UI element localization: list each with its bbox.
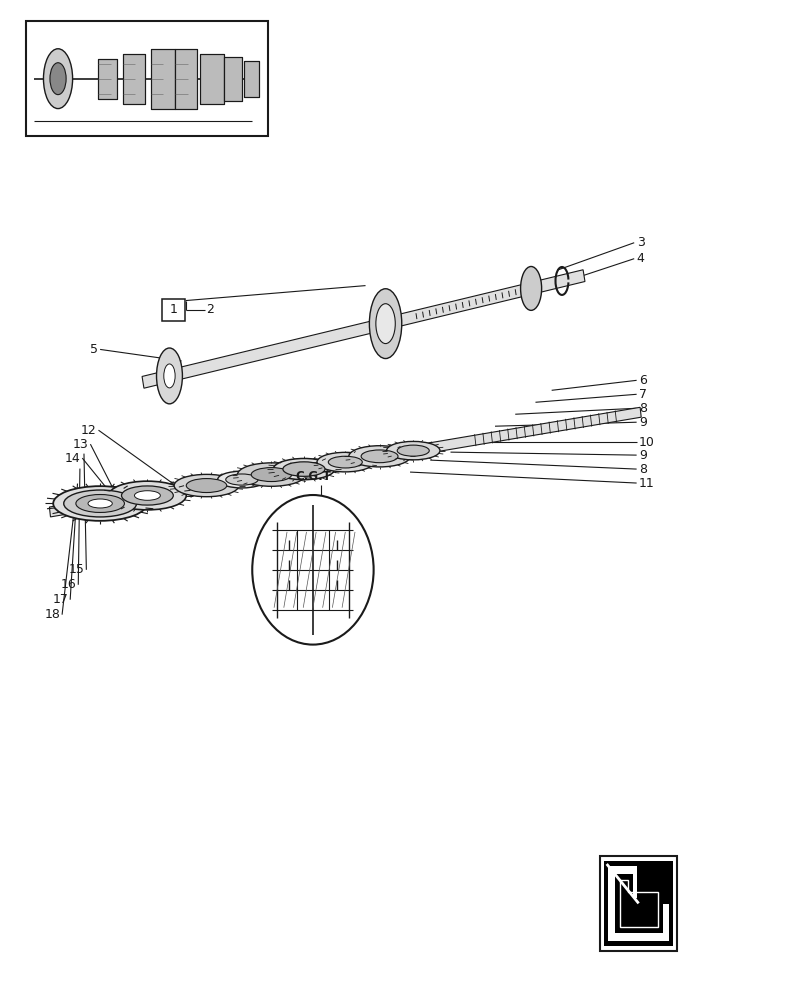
Polygon shape xyxy=(607,866,668,941)
Polygon shape xyxy=(603,861,672,946)
Ellipse shape xyxy=(109,481,186,510)
Ellipse shape xyxy=(316,452,373,472)
Ellipse shape xyxy=(349,446,410,467)
Text: 9: 9 xyxy=(638,449,646,462)
Text: 6: 6 xyxy=(638,374,646,387)
Text: 2: 2 xyxy=(206,303,214,316)
Text: 14: 14 xyxy=(65,452,80,465)
Ellipse shape xyxy=(135,491,160,500)
Text: C.G.T: C.G.T xyxy=(294,470,330,483)
Ellipse shape xyxy=(386,441,440,460)
Ellipse shape xyxy=(122,486,173,505)
Ellipse shape xyxy=(157,348,182,404)
Text: 3: 3 xyxy=(636,236,644,249)
Text: 8: 8 xyxy=(638,402,646,415)
Bar xyxy=(122,54,144,104)
Bar xyxy=(224,57,242,101)
Ellipse shape xyxy=(186,479,226,493)
Ellipse shape xyxy=(397,445,429,456)
Bar xyxy=(26,21,268,136)
Text: 18: 18 xyxy=(45,608,60,621)
Text: 7: 7 xyxy=(638,388,646,401)
Ellipse shape xyxy=(88,499,112,508)
Ellipse shape xyxy=(282,462,324,476)
Bar xyxy=(599,856,676,951)
Text: 8: 8 xyxy=(638,463,646,476)
Ellipse shape xyxy=(251,468,291,482)
Bar xyxy=(151,49,175,109)
Ellipse shape xyxy=(272,458,334,480)
Ellipse shape xyxy=(361,450,397,463)
Bar xyxy=(98,59,117,99)
Circle shape xyxy=(252,495,373,645)
Bar xyxy=(151,49,175,109)
Text: 5: 5 xyxy=(90,343,98,356)
Ellipse shape xyxy=(54,486,147,521)
Bar xyxy=(244,61,259,97)
Bar xyxy=(175,49,197,109)
Polygon shape xyxy=(614,874,662,933)
Ellipse shape xyxy=(44,49,72,109)
Text: 1: 1 xyxy=(169,303,177,316)
Text: 17: 17 xyxy=(53,593,68,606)
Text: 15: 15 xyxy=(69,563,84,576)
Bar xyxy=(122,54,144,104)
Polygon shape xyxy=(49,407,641,517)
Bar xyxy=(200,54,224,104)
Text: 16: 16 xyxy=(61,578,76,591)
Polygon shape xyxy=(142,270,584,388)
Text: 4: 4 xyxy=(636,252,644,265)
Ellipse shape xyxy=(237,463,305,486)
Ellipse shape xyxy=(63,490,136,517)
Text: 12: 12 xyxy=(81,424,97,437)
Ellipse shape xyxy=(375,304,395,344)
Ellipse shape xyxy=(217,471,266,488)
Text: 9: 9 xyxy=(638,416,646,429)
Ellipse shape xyxy=(328,456,362,468)
Ellipse shape xyxy=(164,364,175,388)
Text: 13: 13 xyxy=(73,438,88,451)
Bar xyxy=(224,57,242,101)
Bar xyxy=(175,49,197,109)
Text: 11: 11 xyxy=(638,477,654,490)
Ellipse shape xyxy=(75,495,124,512)
Ellipse shape xyxy=(225,474,258,485)
Bar xyxy=(244,61,259,97)
FancyBboxPatch shape xyxy=(161,299,185,320)
Ellipse shape xyxy=(174,474,238,497)
Text: 10: 10 xyxy=(638,436,654,449)
Bar xyxy=(98,59,117,99)
Bar xyxy=(200,54,224,104)
Ellipse shape xyxy=(50,63,66,95)
Ellipse shape xyxy=(520,266,541,310)
Ellipse shape xyxy=(369,289,401,359)
